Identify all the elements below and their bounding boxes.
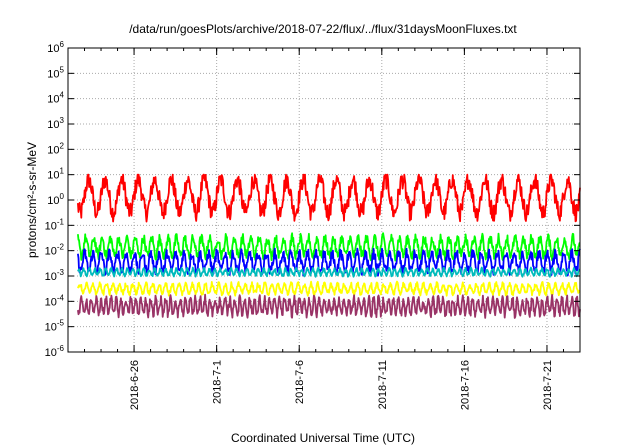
y-tick-label: 101 <box>47 167 64 182</box>
y-axis-label: protons/cm²-s-sr-MeV <box>25 142 39 258</box>
x-tick-label: 2018-7-1 <box>212 360 224 404</box>
x-axis-label: Coordinated Universal Time (UTC) <box>231 431 415 445</box>
x-axis: 2018-6-26 2018-7-1 2018-7-6 2018-7-11 2018-7… <box>84 48 564 410</box>
y-tick-label: 10-1 <box>45 217 65 232</box>
y-tick-label: 10-2 <box>45 243 65 258</box>
y-tick-label: 102 <box>47 141 64 156</box>
y-tick-label: 10-4 <box>45 293 65 308</box>
series-line-4 <box>77 266 581 278</box>
chart-title: /data/run/goesPlots/archive/2018-07-22/f… <box>129 22 517 36</box>
series-layer <box>77 173 581 319</box>
y-tick-label: 106 <box>47 40 64 55</box>
y-tick-label: 10-3 <box>45 268 65 283</box>
series-line-5 <box>77 280 581 297</box>
y-tick-label: 100 <box>47 192 64 207</box>
x-tick-label: 2018-7-11 <box>377 360 389 409</box>
x-tick-label: 2018-7-21 <box>542 360 554 410</box>
series-line-3 <box>77 247 581 277</box>
x-tick-label: 2018-6-26 <box>129 360 141 410</box>
x-tick-label: 2018-7-6 <box>294 360 306 404</box>
x-tick-label: 2018-7-16 <box>459 360 471 410</box>
y-tick-label: 105 <box>47 65 64 80</box>
y-tick-label: 10-5 <box>45 319 65 334</box>
series-line-6 <box>77 293 581 319</box>
y-tick-label: 104 <box>47 91 64 106</box>
series-line-2 <box>77 232 581 262</box>
y-axis: 10-6 10-5 10-4 10-3 10-2 10-1 100 101 102 103 104 1… <box>45 40 580 359</box>
series-line-1 <box>77 173 581 223</box>
y-tick-label: 103 <box>47 116 64 131</box>
y-tick-label: 10-6 <box>45 344 65 359</box>
